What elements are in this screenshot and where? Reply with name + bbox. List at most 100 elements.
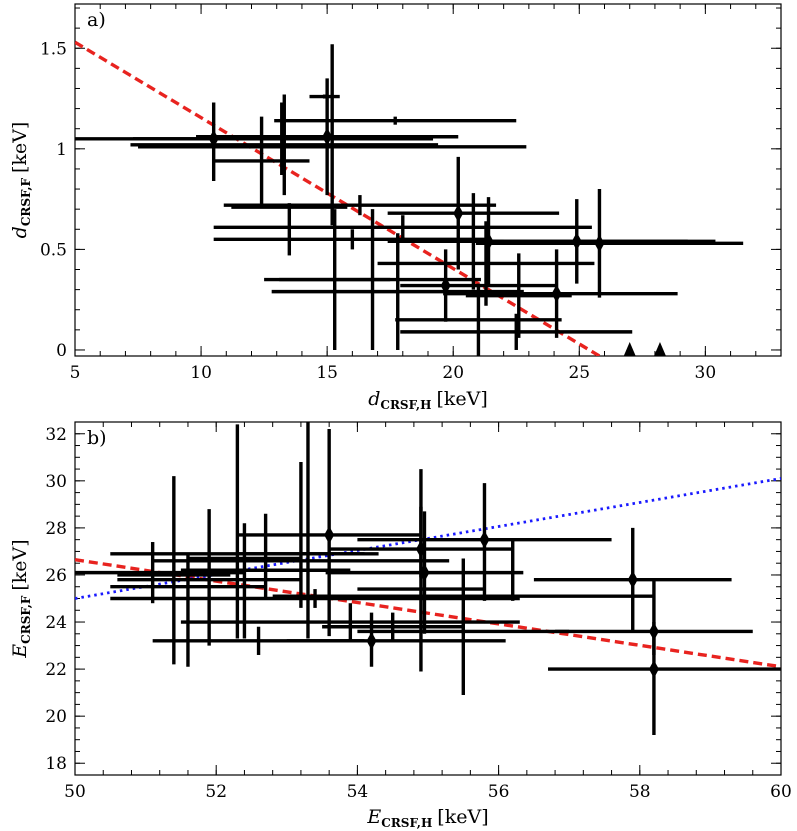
data-point bbox=[75, 102, 363, 182]
panel-label: b) bbox=[87, 427, 107, 449]
x-axis-label: dCRSF,H [keV] bbox=[368, 388, 488, 412]
x-tick-label: 54 bbox=[347, 782, 369, 802]
data-point bbox=[110, 589, 520, 608]
data-point bbox=[223, 195, 497, 216]
data-point bbox=[117, 476, 231, 665]
y-tick-label: 1.5 bbox=[40, 39, 67, 59]
diamond-marker bbox=[648, 660, 659, 679]
y-axis-label-sub: CRSF,F bbox=[19, 177, 33, 226]
diamond-marker bbox=[479, 530, 490, 549]
data-point bbox=[110, 553, 266, 667]
y-axis-label: ECRSF,F [keV] bbox=[9, 539, 33, 658]
data-point bbox=[132, 102, 434, 175]
data-point bbox=[357, 483, 612, 601]
data-point bbox=[237, 422, 379, 639]
diamond-marker bbox=[322, 127, 333, 146]
data-point bbox=[213, 229, 492, 250]
y-tick-label: 32 bbox=[45, 425, 67, 445]
data-point bbox=[237, 429, 421, 637]
y-axis-label-unit: [keV] bbox=[9, 122, 31, 173]
data-point bbox=[443, 249, 678, 338]
y-tick-label: 26 bbox=[45, 566, 67, 586]
data-point bbox=[274, 116, 517, 125]
data-point bbox=[138, 44, 527, 226]
plot-frame bbox=[74, 3, 782, 357]
y-axis-label-sub: CRSF,F bbox=[19, 595, 33, 644]
diamond-marker bbox=[627, 570, 638, 589]
data-points bbox=[75, 44, 744, 356]
data-point bbox=[180, 513, 351, 599]
x-tick-label: 25 bbox=[568, 363, 590, 383]
panel-label: a) bbox=[87, 9, 106, 31]
fit-line-red-dashed bbox=[75, 557, 781, 669]
diamond-marker bbox=[440, 276, 451, 295]
data-point bbox=[213, 215, 592, 240]
y-tick-label: 28 bbox=[45, 519, 67, 539]
data-point bbox=[623, 342, 636, 356]
x-tick-label: 5 bbox=[70, 363, 81, 383]
x-tick-label: 10 bbox=[190, 363, 212, 383]
x-tick-label: 15 bbox=[316, 363, 338, 383]
x-axis-label: ECRSF,H [keV] bbox=[366, 806, 488, 830]
data-point bbox=[187, 523, 301, 639]
y-tick-label: 1 bbox=[56, 140, 67, 160]
fit-lines bbox=[75, 40, 601, 356]
data-point bbox=[395, 283, 562, 356]
x-axis-label-sub: CRSF,H bbox=[380, 398, 431, 412]
data-point bbox=[322, 612, 464, 641]
data-point bbox=[465, 199, 688, 284]
panel-b: 50 52 54 56 58 60 18 20 22 24 26 28 30 32 b) ECRSF,H [ke… bbox=[9, 421, 792, 830]
data-point bbox=[475, 189, 744, 298]
y-tick-label: 0.5 bbox=[40, 240, 67, 260]
x-tick-label: 58 bbox=[629, 782, 651, 802]
data-point bbox=[286, 612, 506, 667]
x-tick-label: 50 bbox=[64, 782, 86, 802]
x-tick-label: 56 bbox=[488, 782, 510, 802]
diamond-marker bbox=[453, 204, 464, 223]
triangle-upper-limit-marker bbox=[623, 342, 636, 356]
data-point bbox=[231, 203, 348, 256]
data-point bbox=[653, 342, 666, 356]
data-point bbox=[117, 509, 301, 646]
y-axis-label: dCRSF,F [keV] bbox=[9, 122, 33, 239]
data-point bbox=[130, 94, 439, 196]
x-axis-label-var: E bbox=[366, 806, 381, 828]
y-axis-label-unit: [keV] bbox=[9, 539, 31, 590]
y-tick-label: 22 bbox=[45, 660, 67, 680]
data-point bbox=[325, 511, 524, 634]
diamond-marker bbox=[594, 234, 605, 253]
x-axis-label-var: d bbox=[368, 388, 380, 410]
y-tick-label: 18 bbox=[45, 754, 67, 774]
x-tick-label: 20 bbox=[442, 363, 464, 383]
triangle-upper-limit-marker bbox=[653, 342, 666, 356]
diamond-marker bbox=[419, 563, 430, 582]
x-axis-label-unit: [keV] bbox=[437, 806, 488, 828]
x-tick-label: 60 bbox=[770, 782, 792, 802]
diamond-marker bbox=[324, 525, 335, 544]
data-point bbox=[548, 622, 781, 735]
data-point bbox=[180, 603, 520, 641]
y-tick-label: 30 bbox=[45, 472, 67, 492]
data-point bbox=[309, 94, 340, 99]
data-point bbox=[400, 313, 633, 350]
data-point bbox=[271, 233, 524, 350]
data-point bbox=[75, 542, 245, 604]
y-axis-label-var: d bbox=[9, 226, 31, 238]
data-point bbox=[279, 209, 391, 350]
y-tick-label: 0 bbox=[56, 341, 67, 361]
x-axis-label-unit: [keV] bbox=[436, 388, 487, 410]
data-point bbox=[272, 558, 654, 634]
y-tick-label: 20 bbox=[45, 707, 67, 727]
diamond-marker bbox=[571, 232, 582, 251]
diamond-marker bbox=[366, 631, 377, 650]
y-tick-label: 24 bbox=[45, 613, 67, 633]
x-tick-label: 52 bbox=[205, 782, 227, 802]
data-points bbox=[75, 422, 781, 735]
diamond-marker bbox=[551, 284, 562, 303]
x-axis-label-sub: CRSF,H bbox=[381, 816, 432, 830]
x-tick-label: 30 bbox=[695, 363, 717, 383]
fit-line-red-dashed bbox=[75, 40, 601, 356]
data-point bbox=[213, 116, 310, 208]
